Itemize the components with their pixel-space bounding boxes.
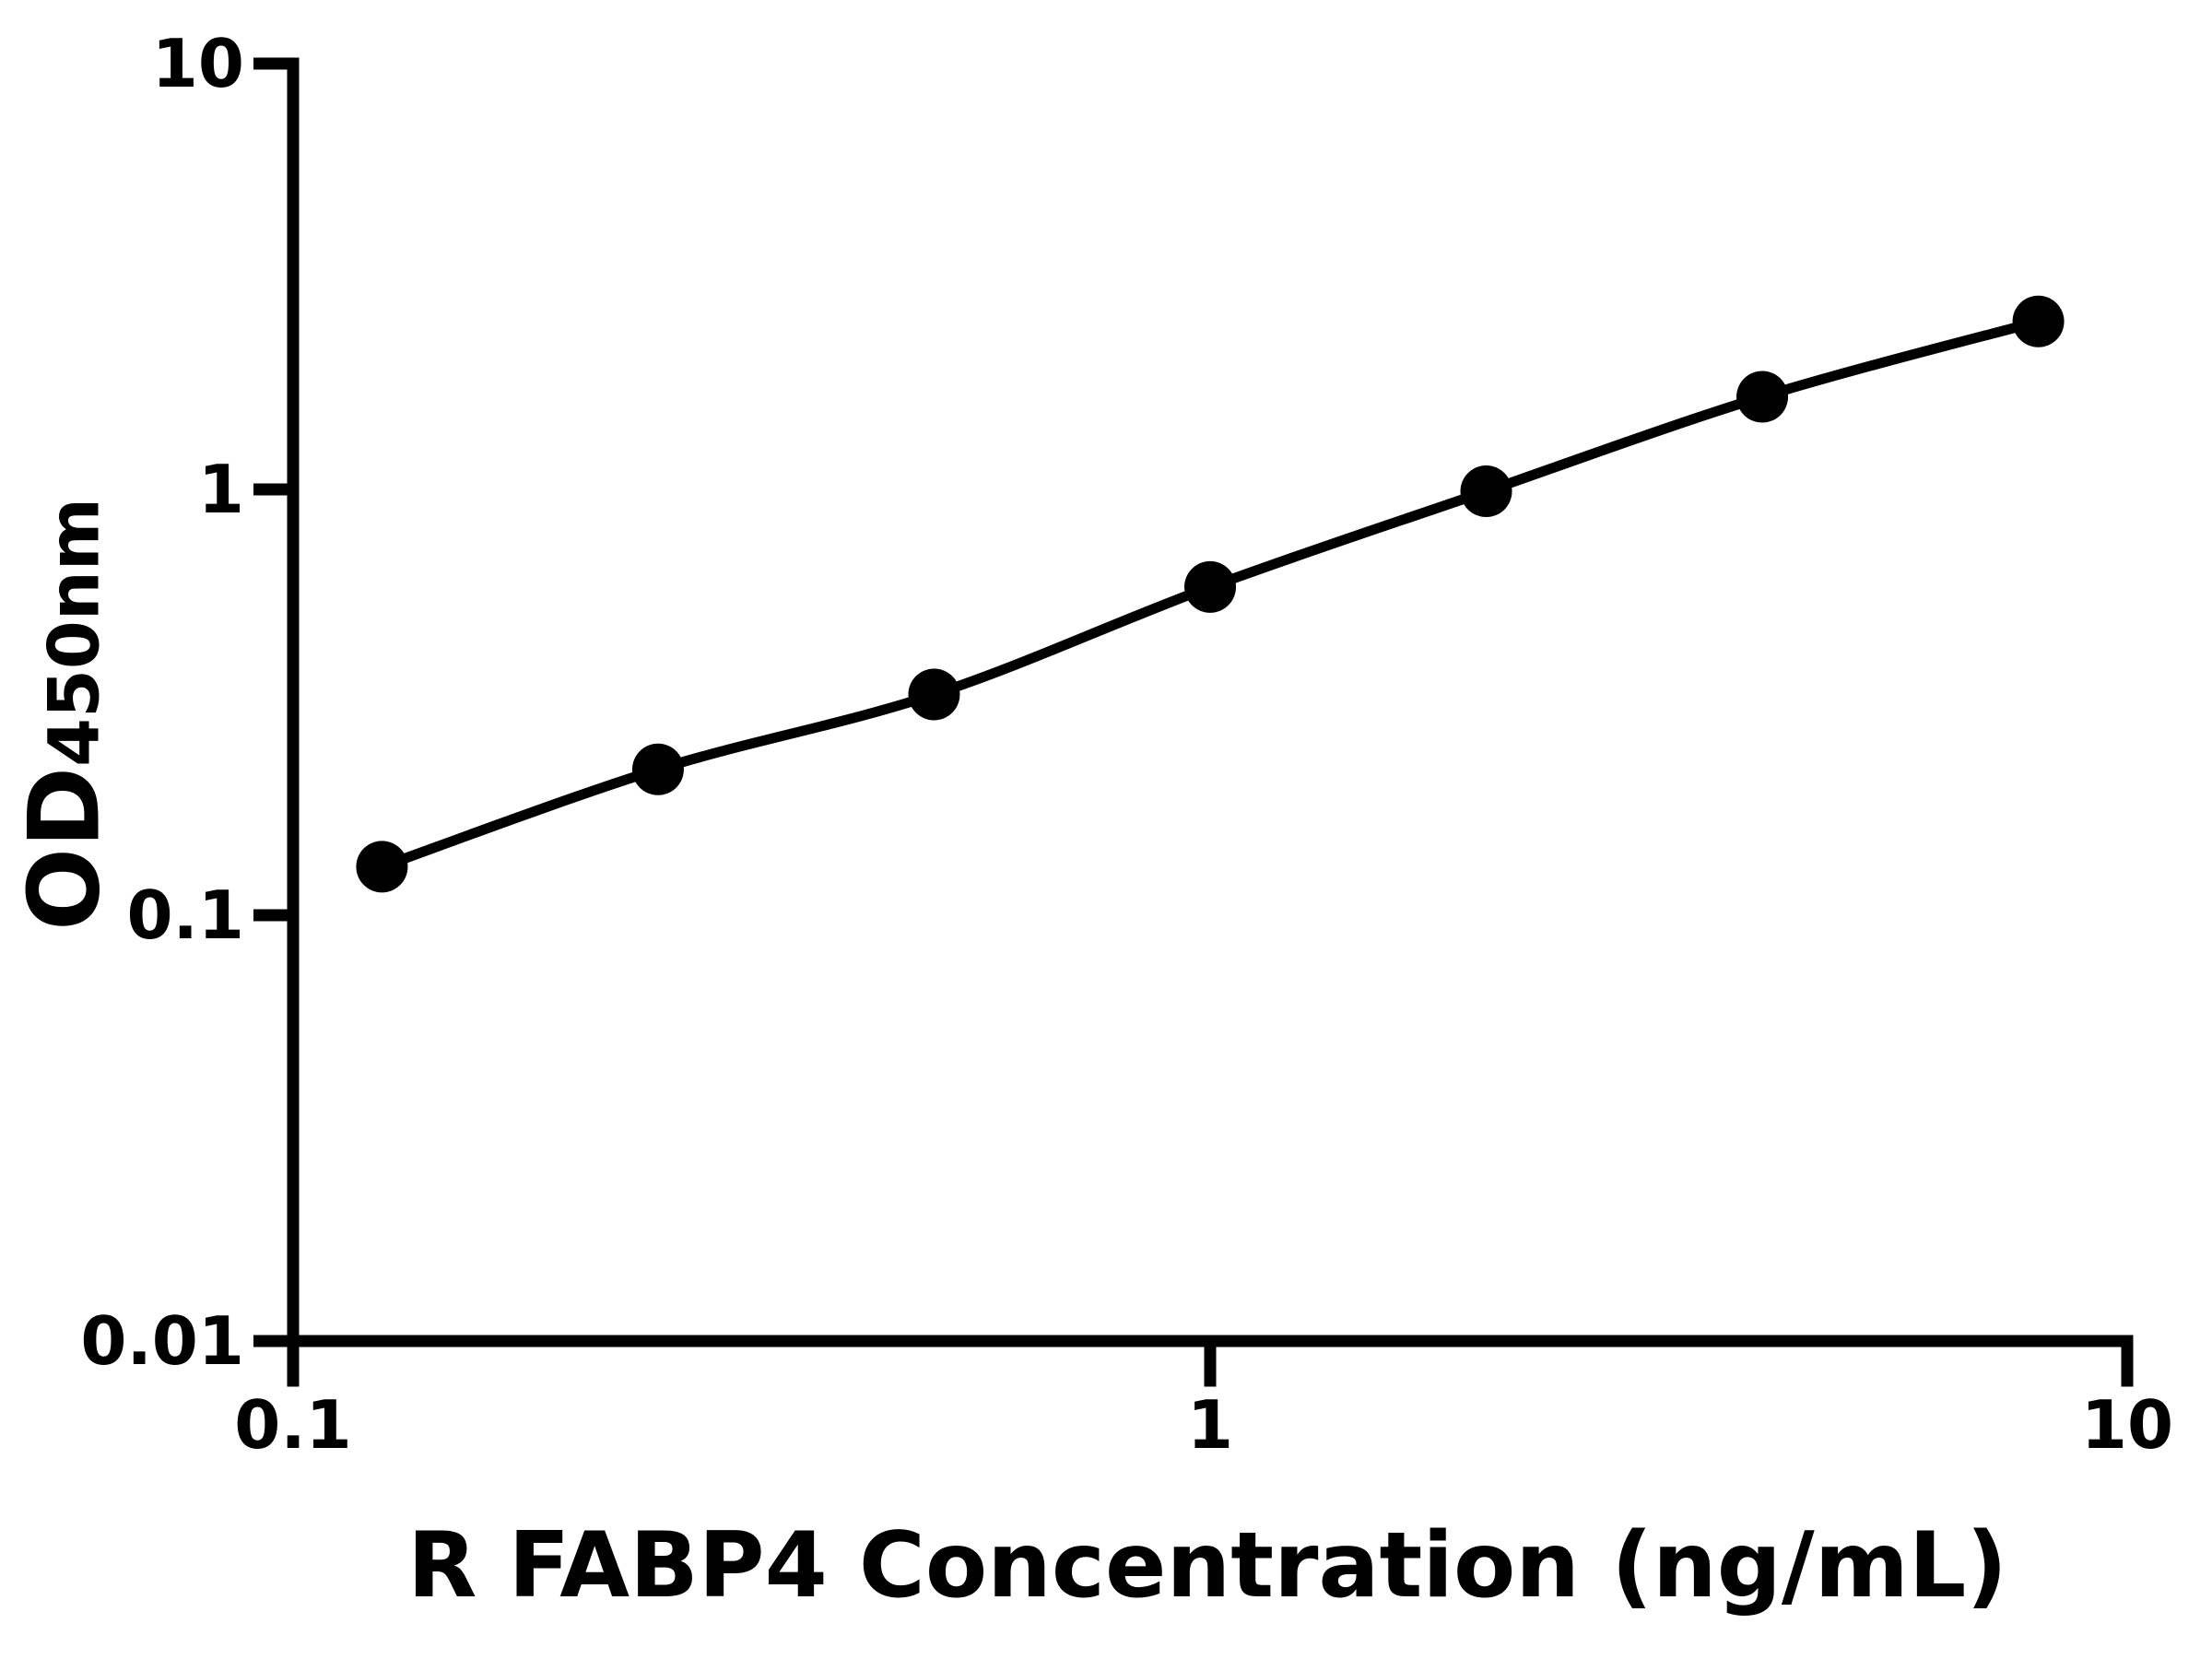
data-point <box>908 668 960 721</box>
x-tick-label: 10 <box>2080 1386 2174 1464</box>
data-point <box>631 743 684 795</box>
y-axis-title-subscript: 450nm <box>32 497 115 767</box>
data-point <box>356 841 408 893</box>
y-axis-title: OD450nm <box>8 498 122 931</box>
y-tick-label: 1 <box>197 451 244 528</box>
y-axis-title-main: OD <box>7 766 122 932</box>
x-tick-label: 1 <box>1186 1386 1234 1464</box>
data-point <box>2012 295 2065 347</box>
data-point <box>1184 560 1236 613</box>
data-point <box>1736 371 1789 423</box>
y-tick-label: 0.01 <box>80 1302 244 1380</box>
y-tick-label: 0.1 <box>126 877 244 954</box>
data-point <box>1460 465 1512 518</box>
x-tick-label: 0.1 <box>234 1386 352 1464</box>
x-axis-title: R FABP4 Concentration (ng/mL) <box>406 1513 2008 1618</box>
y-tick-label: 10 <box>151 25 244 102</box>
